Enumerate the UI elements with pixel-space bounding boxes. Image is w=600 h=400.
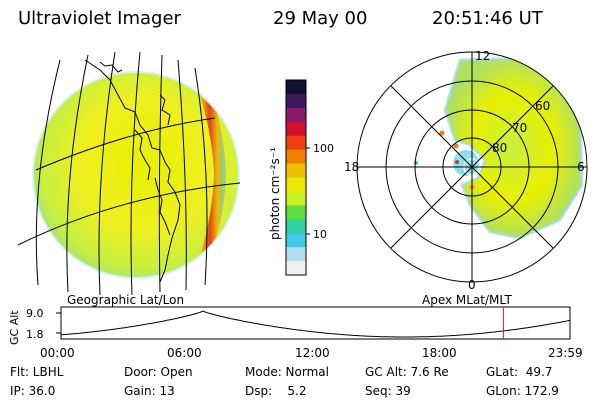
info-ip: IP: 36.0 bbox=[10, 384, 56, 398]
left-panel-caption: Geographic Lat/Lon bbox=[67, 293, 184, 307]
timeline-frame bbox=[60, 306, 571, 340]
colorbar-tick-10: 10 bbox=[313, 228, 327, 241]
mlt-label-0: 0 bbox=[468, 278, 476, 292]
color-scale-bar: 100 10 photon cm⁻²s⁻¹ bbox=[268, 79, 334, 276]
x-tick-1800: 18:00 bbox=[422, 346, 457, 360]
colorbar-swatch bbox=[286, 107, 306, 123]
colorbar-swatch bbox=[286, 121, 306, 137]
earth-disk-image bbox=[32, 59, 240, 283]
geo-grid bbox=[17, 51, 241, 296]
info-gain: Gain: 13 bbox=[124, 384, 175, 398]
info-filter: Flt: LBHL bbox=[10, 365, 64, 379]
colorbar-swatch bbox=[286, 80, 306, 95]
colorbar-swatch bbox=[286, 219, 306, 234]
colorbar-unit-label: photon cm⁻²s⁻¹ bbox=[268, 147, 282, 240]
info-glon: GLon: 172.9 bbox=[486, 384, 559, 398]
meridian-line bbox=[194, 67, 208, 286]
mlat-label-60: 60 bbox=[535, 99, 550, 113]
date-label: 29 May 00 bbox=[273, 8, 368, 29]
x-tick-0600: 06:00 bbox=[167, 346, 202, 360]
mlt-label-12: 12 bbox=[475, 49, 490, 63]
disk-body bbox=[34, 73, 238, 277]
mlt-label-6: 6 bbox=[577, 160, 585, 174]
x-tick-2359: 23:59 bbox=[548, 346, 583, 360]
meridian-line bbox=[98, 51, 116, 296]
colorbar-swatch bbox=[286, 135, 306, 151]
colorbar-swatch bbox=[286, 191, 306, 206]
mlt-label-18: 18 bbox=[344, 160, 359, 174]
meridian-line bbox=[158, 54, 163, 293]
auroral-oval-image bbox=[443, 56, 584, 240]
parallel-line bbox=[35, 117, 216, 171]
color-scale-frame bbox=[285, 79, 307, 276]
meridian-line bbox=[177, 59, 187, 291]
altitude-timeline: 9.0 1.8 GC Alt 00:00 06:00 12:00 18:00 2… bbox=[8, 306, 583, 360]
hotspot bbox=[439, 130, 445, 136]
info-seq: Seq: 39 bbox=[365, 384, 411, 398]
x-tick-0000: 00:00 bbox=[40, 346, 75, 360]
x-tick-1200: 12:00 bbox=[295, 346, 330, 360]
info-door: Door: Open bbox=[124, 365, 193, 379]
mlat-label-80: 80 bbox=[492, 141, 507, 155]
parallel-line bbox=[17, 182, 241, 246]
info-dsp: Dsp: 5.2 bbox=[245, 384, 307, 398]
colorbar-swatch bbox=[286, 149, 306, 165]
colorbar-swatch bbox=[286, 233, 306, 248]
mlt-line-diagonal bbox=[390, 85, 554, 249]
auroral-limb-band bbox=[190, 73, 226, 270]
altitude-curve bbox=[60, 310, 571, 338]
polar-plot: 12 0 18 6 60 70 80 bbox=[344, 49, 588, 292]
timeline-axis-label: GC Alt bbox=[8, 310, 21, 345]
meridian-line bbox=[130, 51, 141, 296]
info-gc-alt: GC Alt: 7.6 Re bbox=[365, 365, 449, 379]
colorbar-swatch bbox=[286, 177, 306, 192]
info-glat: GLat: 49.7 bbox=[486, 365, 553, 379]
colorbar-tick-100: 100 bbox=[313, 142, 334, 155]
colorbar-swatch bbox=[286, 93, 306, 109]
coastlines bbox=[84, 59, 181, 283]
colorbar-swatch bbox=[286, 205, 306, 220]
colorbar-swatch bbox=[286, 261, 306, 276]
hotspot bbox=[455, 160, 459, 164]
meridian-line bbox=[35, 59, 61, 286]
colorbar-swatch bbox=[286, 247, 306, 262]
hotspot bbox=[453, 143, 459, 149]
colorbar-swatch bbox=[286, 163, 306, 178]
mlat-label-70: 70 bbox=[512, 121, 527, 135]
right-panel-caption: Apex MLat/MLT bbox=[422, 293, 512, 307]
info-mode: Mode: Normal bbox=[245, 365, 329, 379]
time-label: 20:51:46 UT bbox=[432, 8, 543, 29]
meridian-line bbox=[66, 54, 89, 293]
y-tick-label-low: 1.8 bbox=[26, 328, 44, 341]
y-tick-label-high: 9.0 bbox=[26, 307, 44, 320]
instrument-title: Ultraviolet Imager bbox=[18, 8, 181, 29]
